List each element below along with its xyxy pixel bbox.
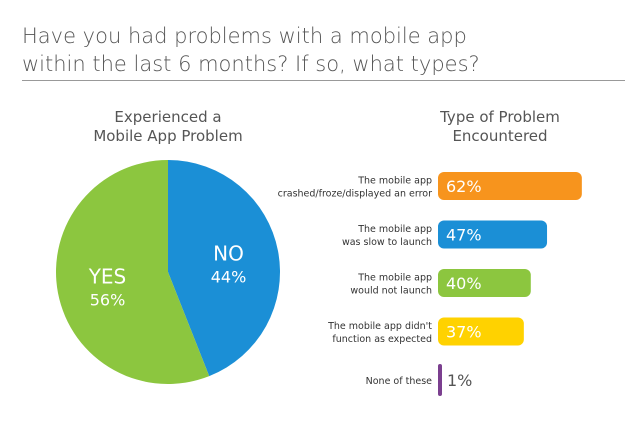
bar-category-label: was slow to launch: [342, 237, 432, 248]
bar-value-label: 62%: [446, 177, 482, 196]
bar: [438, 317, 524, 346]
bar: [438, 220, 548, 249]
bar-value-label: 47%: [446, 226, 482, 245]
pie-label: YES: [88, 265, 127, 289]
bar-category-label: function as expected: [332, 334, 432, 345]
pie-slice-no: [168, 160, 281, 377]
bar-category-label: crashed/froze/displayed an error: [278, 189, 432, 200]
bar-value-label: 40%: [446, 274, 482, 293]
bar-category-label: The mobile app: [357, 273, 432, 284]
bar-value-label: 37%: [446, 323, 482, 342]
chart-title: Have you had problems with a mobile app w…: [22, 24, 480, 76]
pie-value: 56%: [90, 291, 126, 310]
bar-title: Type of Problem Encountered: [440, 108, 560, 145]
bar: [438, 269, 531, 297]
bar-category-label: None of these: [366, 376, 433, 387]
pie-value: 44%: [211, 267, 247, 286]
bar-category-label: The mobile app: [357, 224, 432, 235]
title-divider: [22, 80, 625, 81]
pie-label: NO: [213, 241, 244, 265]
pie-title: Experienced a Mobile App Problem: [93, 108, 243, 145]
bar-category-label: The mobile app didn't: [327, 321, 432, 332]
bar-category-label: The mobile app: [357, 176, 432, 187]
pie-slice-yes: [56, 160, 210, 384]
bar: [438, 172, 582, 200]
bar: [438, 364, 442, 396]
bar-category-label: would not launch: [350, 286, 432, 297]
bar-value-label: 1%: [447, 371, 472, 390]
